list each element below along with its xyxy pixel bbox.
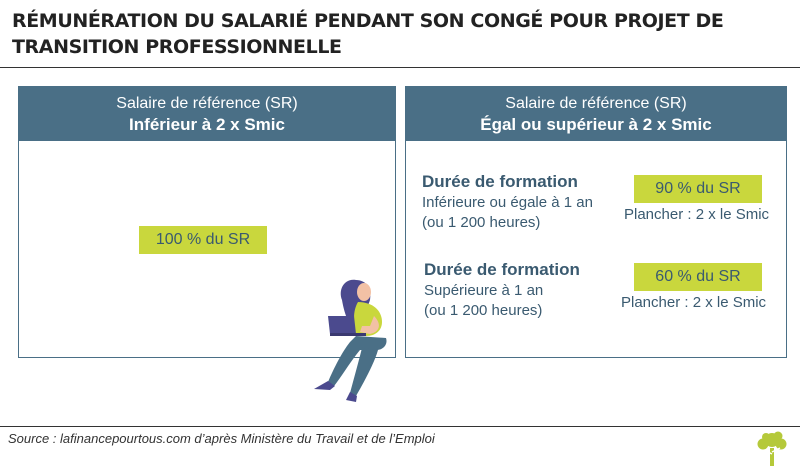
tree-icon xyxy=(757,431,787,466)
duration-line-2a: Supérieure à 1 an xyxy=(424,282,544,299)
duration-line-2b: (ou 1 200 heures) xyxy=(424,302,543,319)
rate-badge-1: 90 % du SR xyxy=(634,175,762,203)
right-header-sub: Salaire de référence (SR) xyxy=(505,95,687,112)
woman-with-laptop-illustration xyxy=(314,279,387,402)
title-divider xyxy=(0,67,800,68)
footer-divider xyxy=(0,426,800,427)
source-note: Source : lafinancepourtous.com d’après M… xyxy=(8,431,435,446)
duration-line-1b: (ou 1 200 heures) xyxy=(422,214,541,231)
duration-title-1: Durée de formation xyxy=(422,172,578,191)
floor-text-1: Plancher : 2 x le Smic xyxy=(624,206,770,223)
rate-badge-2: 60 % du SR xyxy=(634,263,762,291)
left-header-sub: Salaire de référence (SR) xyxy=(116,95,298,112)
floor-text-2: Plancher : 2 x le Smic xyxy=(621,294,767,311)
right-header-main: Égal ou supérieur à 2 x Smic xyxy=(480,115,712,134)
left-rate-badge: 100 % du SR xyxy=(139,226,267,254)
right-box-header: Salaire de référence (SR) Égal ou supéri… xyxy=(406,87,786,141)
left-header-main: Inférieur à 2 x Smic xyxy=(129,115,285,134)
duration-title-2: Durée de formation xyxy=(424,260,580,279)
left-box: Salaire de référence (SR) Inférieur à 2 … xyxy=(18,86,396,358)
duration-line-1a: Inférieure ou égale à 1 an xyxy=(422,194,593,211)
right-box: Salaire de référence (SR) Égal ou supéri… xyxy=(405,86,787,358)
left-box-header: Salaire de référence (SR) Inférieur à 2 … xyxy=(19,87,395,141)
page-title: RÉMUNÉRATION DU SALARIÉ PENDANT SON CONG… xyxy=(12,10,724,58)
